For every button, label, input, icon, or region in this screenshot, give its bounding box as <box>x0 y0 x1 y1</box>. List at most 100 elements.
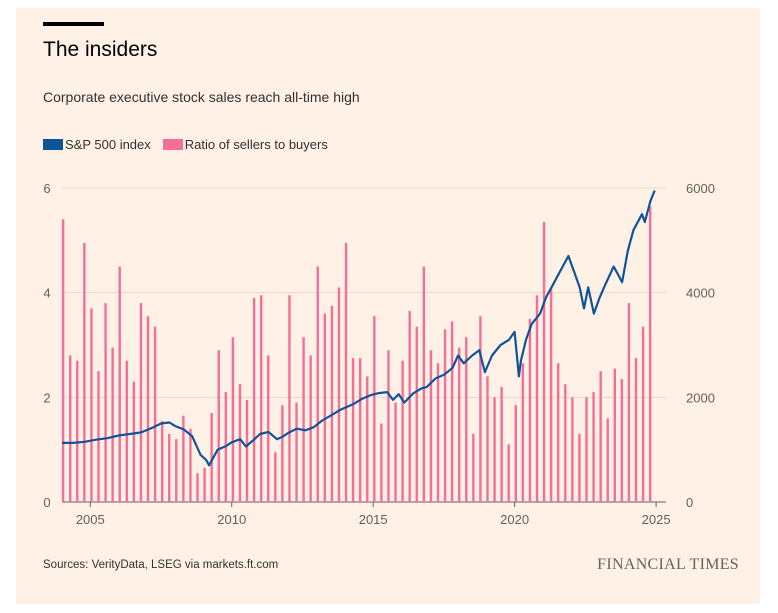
x-tick-label: 2010 <box>217 512 246 527</box>
legend-swatch-ratio <box>162 139 183 150</box>
ratio-bar <box>281 405 284 502</box>
y-left-tick-label: 0 <box>43 495 50 510</box>
y-left-tick-label: 2 <box>43 390 50 405</box>
ratio-bar <box>486 376 489 502</box>
ratio-bar <box>514 405 517 502</box>
ratio-bar <box>366 376 369 502</box>
ratio-bar <box>641 326 645 502</box>
ratio-bar <box>457 347 461 502</box>
ratio-bar <box>436 363 440 502</box>
ratio-bar <box>118 266 121 502</box>
ratio-bar <box>557 363 560 502</box>
ratio-bar <box>125 360 128 502</box>
ratio-bar <box>160 420 164 502</box>
y-left-tick-label: 6 <box>43 181 50 196</box>
ratio-bar <box>111 347 114 502</box>
ratio-bar <box>578 433 581 502</box>
ft-brand: FINANCIAL TIMES <box>597 556 739 573</box>
ratio-bar <box>479 316 482 502</box>
ratio-bar <box>132 381 136 502</box>
ratio-bar <box>613 368 616 502</box>
ratio-bar <box>252 297 256 502</box>
ratio-bar <box>274 452 277 502</box>
y-right-tick-label: 0 <box>686 495 693 510</box>
x-tick-label: 2005 <box>76 512 105 527</box>
ratio-bar <box>344 242 348 502</box>
ratio-bar <box>465 337 468 502</box>
ratio-bar <box>90 308 93 502</box>
ratio-bar <box>61 219 65 502</box>
ratio-bar <box>153 326 157 502</box>
ratio-bar <box>422 266 426 502</box>
x-tick-label: 2025 <box>642 512 671 527</box>
ratio-bar <box>443 329 447 502</box>
ratio-bar <box>634 358 638 502</box>
legend-swatch-sp500 <box>43 139 63 150</box>
ratio-bar <box>146 316 150 502</box>
ratio-bar <box>238 384 242 502</box>
y-right-tick-label: 2000 <box>686 390 715 405</box>
legend-label-sp500: S&P 500 index <box>65 137 151 152</box>
ratio-bar <box>472 433 475 502</box>
legend: S&P 500 index Ratio of sellers to buyers <box>43 137 340 152</box>
ratio-bar <box>599 371 602 502</box>
ratio-bar <box>528 318 532 502</box>
ratio-bar <box>196 473 199 502</box>
ratio-bar <box>564 384 567 502</box>
ratio-bar <box>592 392 595 502</box>
legend-item-sp500: S&P 500 index <box>43 137 151 152</box>
ratio-bar <box>549 287 553 502</box>
ratio-bar <box>401 360 404 502</box>
ratio-bar <box>571 397 574 502</box>
ratio-bar <box>606 418 609 502</box>
ratio-bar <box>203 467 206 502</box>
ratio-bar <box>175 439 178 502</box>
chart-subtitle: Corporate executive stock sales reach al… <box>43 89 360 105</box>
ratio-bar <box>97 371 100 502</box>
ratio-bar <box>210 413 213 502</box>
ratio-bar <box>288 295 291 502</box>
ratio-bar <box>295 402 298 502</box>
ratio-bar <box>521 363 525 502</box>
legend-item-ratio: Ratio of sellers to buyers <box>162 137 328 152</box>
ratio-bar <box>358 358 362 502</box>
ratio-bar <box>627 303 631 502</box>
ratio-bar <box>104 303 107 502</box>
ratio-bar <box>429 350 433 502</box>
y-right-tick-label: 6000 <box>686 181 715 196</box>
ratio-bar <box>231 337 235 502</box>
ratio-bar <box>182 415 185 502</box>
ratio-bar <box>302 337 305 502</box>
ratio-bar <box>394 402 397 502</box>
legend-label-ratio: Ratio of sellers to buyers <box>184 137 328 152</box>
chart-title: The insiders <box>43 38 158 61</box>
ratio-bar <box>450 321 454 502</box>
source-note: Sources: VerityData, LSEG via markets.ft… <box>43 559 279 571</box>
ratio-bar <box>373 316 376 502</box>
ratio-bar <box>189 428 192 502</box>
ratio-bar <box>217 350 220 502</box>
ratio-bar <box>323 313 327 502</box>
ratio-bar <box>330 305 334 502</box>
ratio-bar <box>380 423 383 502</box>
ratio-bar <box>168 433 171 502</box>
x-tick-label: 2015 <box>359 512 388 527</box>
ratio-bar <box>387 350 390 502</box>
ratio-bar <box>585 397 588 502</box>
ratio-bar <box>337 287 341 502</box>
y-right-tick-label: 4000 <box>686 286 715 301</box>
ratio-bar <box>139 303 143 502</box>
x-tick-label: 2020 <box>500 512 529 527</box>
ratio-bar <box>408 310 411 502</box>
ratio-bar <box>259 295 263 502</box>
ratio-bar <box>351 358 355 502</box>
ratio-bar <box>500 386 503 502</box>
ratio-bar <box>542 222 546 502</box>
ratio-bar <box>648 206 652 503</box>
ratio-bar <box>69 355 72 502</box>
ratio-bar <box>316 266 319 502</box>
sp500-line <box>62 190 656 467</box>
ratio-bar <box>415 326 418 502</box>
ratio-bar <box>493 397 496 502</box>
y-left-tick-label: 4 <box>43 286 50 301</box>
